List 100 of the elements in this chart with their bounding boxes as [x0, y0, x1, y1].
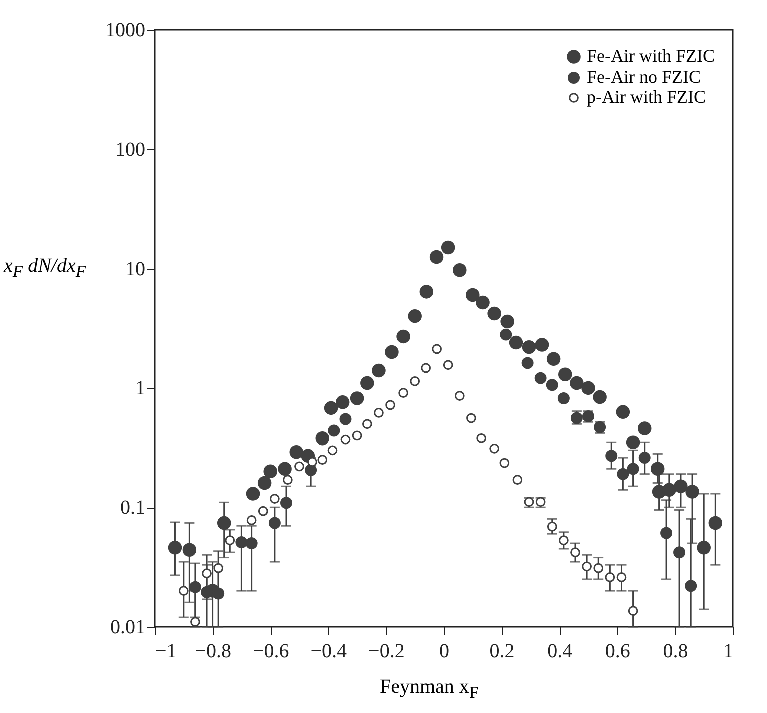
- point: [660, 527, 673, 540]
- point: [570, 548, 580, 558]
- point: [410, 376, 420, 386]
- point: [638, 422, 652, 436]
- point: [398, 388, 408, 398]
- point: [294, 462, 304, 472]
- legend-label: Fe-Air no FZIC: [587, 67, 701, 87]
- x-tick-label: −0.6: [252, 640, 290, 662]
- y-tick-label: 1000: [106, 20, 146, 42]
- y-axis-title: x$_{F}$ dN/dx$_{F}$: [4, 255, 86, 282]
- x-tick-label: 1: [724, 640, 734, 662]
- point: [202, 568, 212, 579]
- point: [454, 391, 465, 401]
- point: [420, 285, 434, 299]
- point: [617, 468, 630, 480]
- point: [593, 390, 607, 404]
- x-tick-label: −1: [156, 640, 177, 662]
- x-tick-label: −0.4: [310, 640, 348, 662]
- point: [453, 264, 467, 278]
- point: [328, 424, 340, 437]
- point: [490, 444, 500, 454]
- x-tick-label: 0.6: [605, 640, 630, 662]
- legend-label: Fe-Air with FZIC: [587, 46, 715, 66]
- point: [225, 536, 236, 546]
- point: [278, 462, 292, 476]
- x-tick-label: −0.8: [195, 640, 232, 662]
- point: [430, 250, 444, 264]
- point: [686, 485, 700, 499]
- y-tick-label: 10: [126, 258, 146, 280]
- point: [534, 372, 547, 384]
- point: [360, 376, 374, 390]
- point: [547, 522, 558, 532]
- point: [268, 517, 281, 530]
- point: [190, 617, 200, 627]
- point: [558, 392, 570, 404]
- point: [509, 336, 524, 350]
- y-tick-label: 0.1: [120, 497, 146, 520]
- point: [362, 419, 372, 430]
- point: [500, 328, 512, 341]
- point: [606, 450, 618, 462]
- x-axis-title: Feynman x$_{F}$: [380, 676, 479, 703]
- point: [386, 400, 396, 410]
- point: [616, 572, 627, 582]
- point: [212, 588, 225, 600]
- point: [558, 368, 572, 382]
- point: [708, 516, 723, 530]
- point: [466, 288, 480, 302]
- point: [432, 344, 442, 354]
- legend-label: p-Air with FZIC: [587, 87, 706, 107]
- point: [582, 562, 592, 572]
- point: [582, 381, 596, 396]
- point: [396, 330, 410, 344]
- point: [605, 572, 616, 582]
- point: [214, 563, 224, 574]
- point: [217, 516, 232, 530]
- point: [476, 433, 487, 444]
- point: [264, 464, 278, 479]
- point: [168, 541, 182, 555]
- point: [408, 309, 422, 324]
- point: [522, 357, 534, 370]
- point: [189, 581, 202, 594]
- point: [628, 606, 638, 616]
- point: [662, 483, 676, 498]
- point: [570, 376, 584, 390]
- y-tick-label: 1: [136, 378, 146, 400]
- point: [385, 345, 399, 360]
- x-tick-label: 0.8: [663, 640, 688, 662]
- point: [374, 408, 384, 418]
- point: [340, 434, 351, 445]
- point: [594, 563, 604, 574]
- point: [283, 475, 293, 486]
- point: [318, 455, 328, 466]
- point: [466, 413, 476, 424]
- point: [476, 296, 490, 310]
- y-tick-label: 0.01: [110, 616, 146, 638]
- point: [178, 586, 189, 596]
- point: [258, 506, 268, 516]
- x-tick-label: 0.2: [490, 640, 515, 662]
- point: [626, 436, 640, 450]
- point: [685, 580, 698, 592]
- point: [352, 430, 362, 441]
- point: [559, 536, 569, 546]
- point: [305, 464, 318, 476]
- point: [522, 340, 536, 354]
- point: [336, 396, 350, 410]
- point: [616, 405, 630, 420]
- x-tick-label: 0: [440, 640, 450, 662]
- x-tick-label: −0.2: [368, 640, 405, 662]
- point: [280, 497, 292, 510]
- point: [246, 516, 257, 526]
- point: [500, 314, 514, 329]
- point: [324, 401, 338, 416]
- point: [182, 543, 197, 558]
- point: [372, 364, 386, 378]
- point: [421, 363, 432, 374]
- point: [535, 338, 550, 352]
- point: [627, 463, 640, 476]
- point: [350, 392, 364, 406]
- point: [258, 476, 272, 490]
- point: [308, 457, 318, 468]
